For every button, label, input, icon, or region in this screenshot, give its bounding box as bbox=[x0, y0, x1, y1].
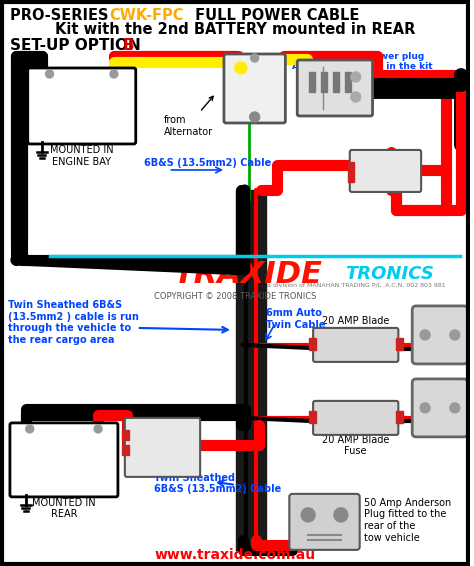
Text: FUSE
HOLDER: FUSE HOLDER bbox=[333, 338, 378, 359]
Bar bbox=[348, 172, 354, 182]
Text: 12v: 12v bbox=[242, 88, 273, 103]
Circle shape bbox=[250, 112, 260, 122]
Text: FUSE
HOLDER: FUSE HOLDER bbox=[333, 411, 378, 432]
Text: 50 AMP CIRCUIT
BREAKER: 50 AMP CIRCUIT BREAKER bbox=[355, 170, 416, 190]
FancyBboxPatch shape bbox=[350, 150, 421, 192]
Text: FULL POWER CABLE: FULL POWER CABLE bbox=[190, 8, 360, 23]
Bar bbox=[309, 338, 316, 350]
Text: 6mm Auto
Twin Cable: 6mm Auto Twin Cable bbox=[265, 308, 325, 329]
Text: All parts provided in the kit: All parts provided in the kit bbox=[292, 62, 433, 71]
Circle shape bbox=[46, 70, 54, 78]
Bar bbox=[309, 72, 315, 92]
Text: www.traxide.com.au: www.traxide.com.au bbox=[154, 548, 315, 562]
Text: from
Alternator: from Alternator bbox=[164, 96, 213, 136]
Circle shape bbox=[450, 403, 460, 413]
Text: B: B bbox=[123, 38, 135, 53]
Bar bbox=[122, 430, 129, 440]
Circle shape bbox=[351, 72, 361, 82]
Circle shape bbox=[235, 62, 247, 74]
FancyBboxPatch shape bbox=[289, 494, 360, 550]
Circle shape bbox=[251, 54, 259, 62]
Bar bbox=[236, 190, 265, 550]
Text: POWER
SOCKET: POWER SOCKET bbox=[420, 325, 460, 345]
Text: PRO-SERIES: PRO-SERIES bbox=[10, 8, 114, 23]
Bar bbox=[348, 162, 354, 172]
FancyBboxPatch shape bbox=[313, 328, 398, 362]
FancyBboxPatch shape bbox=[28, 68, 136, 144]
Text: −: − bbox=[50, 78, 64, 96]
FancyBboxPatch shape bbox=[10, 423, 118, 497]
Circle shape bbox=[94, 425, 102, 433]
Text: MAIN
CRANKING
BATTERY: MAIN CRANKING BATTERY bbox=[51, 90, 112, 123]
Text: CWK-FPC: CWK-FPC bbox=[109, 8, 183, 23]
Circle shape bbox=[301, 508, 315, 522]
Text: −: − bbox=[30, 433, 45, 451]
Text: +: + bbox=[83, 433, 98, 451]
Text: AUXILIARY
BATTERY: AUXILIARY BATTERY bbox=[33, 447, 94, 469]
Text: +: + bbox=[99, 78, 114, 96]
Text: MOUNTED IN
REAR: MOUNTED IN REAR bbox=[32, 498, 96, 520]
Text: COPYRIGHT © 2008 TRAXIDE TRONICS: COPYRIGHT © 2008 TRAXIDE TRONICS bbox=[154, 292, 316, 301]
Text: Twin Sheathed 6B&S
(13.5mm2 ) cable is run
through the vehicle to
the rear cargo: Twin Sheathed 6B&S (13.5mm2 ) cable is r… bbox=[8, 300, 139, 345]
Text: TRAXIDE: TRAXIDE bbox=[173, 260, 322, 289]
Circle shape bbox=[420, 403, 430, 413]
FancyBboxPatch shape bbox=[412, 306, 468, 364]
Text: 50 Amp Anderson
Plug fitted to the
rear of the
tow vehicle: 50 Amp Anderson Plug fitted to the rear … bbox=[364, 498, 451, 543]
Text: SC80: SC80 bbox=[236, 68, 279, 83]
Bar bbox=[122, 445, 129, 455]
Text: POWER
SOCKET: POWER SOCKET bbox=[420, 398, 460, 418]
Circle shape bbox=[351, 92, 361, 102]
FancyBboxPatch shape bbox=[224, 54, 285, 123]
Circle shape bbox=[110, 70, 118, 78]
FancyBboxPatch shape bbox=[412, 379, 468, 437]
Circle shape bbox=[450, 330, 460, 340]
Text: 50A: 50A bbox=[149, 423, 176, 436]
Circle shape bbox=[26, 425, 34, 433]
Bar bbox=[309, 411, 316, 423]
Circle shape bbox=[334, 508, 348, 522]
Text: SET-UP OPTION: SET-UP OPTION bbox=[10, 38, 146, 53]
Bar bbox=[396, 338, 403, 350]
Text: +: + bbox=[354, 96, 364, 106]
Text: Twin Sheathed
6B&S (13.5mm2) Cable: Twin Sheathed 6B&S (13.5mm2) Cable bbox=[154, 473, 281, 495]
FancyBboxPatch shape bbox=[313, 401, 398, 435]
Bar bbox=[333, 72, 339, 92]
FancyBboxPatch shape bbox=[125, 418, 200, 477]
Text: 50A: 50A bbox=[372, 155, 399, 168]
Text: 20 AMP Blade
Fuse: 20 AMP Blade Fuse bbox=[322, 435, 390, 457]
Text: a division of MANAHAN TRADING P/L  A.C.N. 002 803 981: a division of MANAHAN TRADING P/L A.C.N.… bbox=[267, 283, 446, 288]
Text: TRONICS: TRONICS bbox=[345, 265, 434, 283]
Text: 6B&S (13.5mm2) Cable: 6B&S (13.5mm2) Cable bbox=[144, 158, 271, 168]
FancyBboxPatch shape bbox=[297, 60, 373, 116]
Text: 20 AMP Blade
Fuse: 20 AMP Blade Fuse bbox=[322, 316, 390, 337]
Text: MOUNTED IN
ENGINE BAY: MOUNTED IN ENGINE BAY bbox=[50, 145, 114, 166]
Bar bbox=[321, 72, 327, 92]
Text: Optional front power plug: Optional front power plug bbox=[292, 52, 425, 61]
Bar bbox=[396, 411, 403, 423]
Circle shape bbox=[420, 330, 430, 340]
Bar bbox=[345, 72, 351, 92]
Text: Kit with the 2nd BATTERY mounted in REAR: Kit with the 2nd BATTERY mounted in REAR bbox=[55, 22, 415, 37]
Text: 50 AMP
CIRCUIT
BREAKER: 50 AMP CIRCUIT BREAKER bbox=[145, 438, 180, 468]
